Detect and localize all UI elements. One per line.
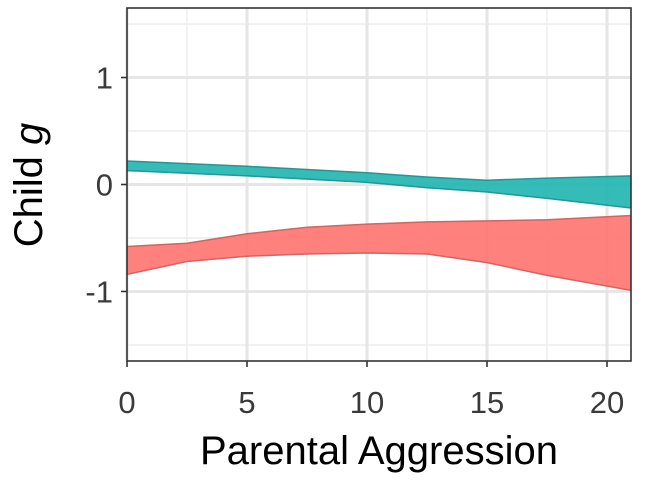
x-tick-label: 20 bbox=[590, 385, 624, 420]
y-tick-label: -1 bbox=[85, 274, 113, 309]
x-tick-label: 15 bbox=[470, 385, 504, 420]
x-tick-label: 10 bbox=[350, 385, 384, 420]
ribbon-lower-edge bbox=[126, 252, 632, 292]
ribbons bbox=[126, 160, 632, 292]
ribbon-lower-edge bbox=[126, 169, 632, 209]
x-tick-label: 0 bbox=[118, 385, 135, 420]
x-axis-ticks: 0 5 10 15 20 bbox=[118, 361, 624, 420]
x-tick-label: 5 bbox=[238, 385, 255, 420]
ribbon-area bbox=[127, 161, 631, 208]
ribbon-upper-edge bbox=[126, 160, 632, 181]
y-axis-ticks: -1 0 1 bbox=[85, 61, 127, 309]
y-axis-title: Child g bbox=[7, 123, 51, 248]
y-tick-label: 0 bbox=[96, 168, 113, 203]
ribbon-upper-edge bbox=[126, 214, 632, 248]
y-axis-title-symbol: g bbox=[7, 123, 51, 145]
y-axis-title-text: Child bbox=[7, 145, 51, 247]
ribbon-series-1 bbox=[126, 160, 632, 209]
ribbon-series-2 bbox=[126, 214, 632, 292]
y-tick-label: 1 bbox=[96, 61, 113, 96]
x-axis-title: Parental Aggression bbox=[200, 429, 558, 473]
